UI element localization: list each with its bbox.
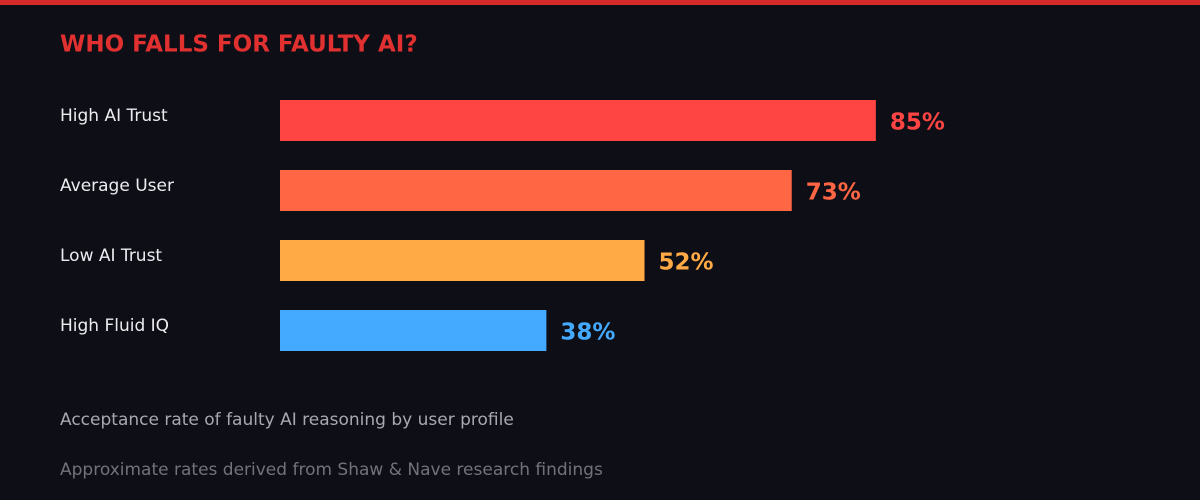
category-label: Low AI Trust [60,246,162,266]
value-label: 73% [806,180,861,206]
top-accent [0,0,1200,5]
bar [280,170,792,211]
caption: Acceptance rate of faulty AI reasoning b… [60,410,514,430]
value-label: 85% [890,110,945,136]
category-label: High AI Trust [60,106,168,126]
chart-title: WHO FALLS FOR FAULTY AI? [60,32,418,58]
bar [280,100,876,141]
bar [280,310,547,351]
value-label: 38% [560,320,615,346]
footnote: Approximate rates derived from Shaw & Na… [60,460,603,480]
value-label: 52% [659,250,714,276]
category-label: Average User [60,176,174,196]
category-label: High Fluid IQ [60,316,169,336]
bar [280,240,645,281]
